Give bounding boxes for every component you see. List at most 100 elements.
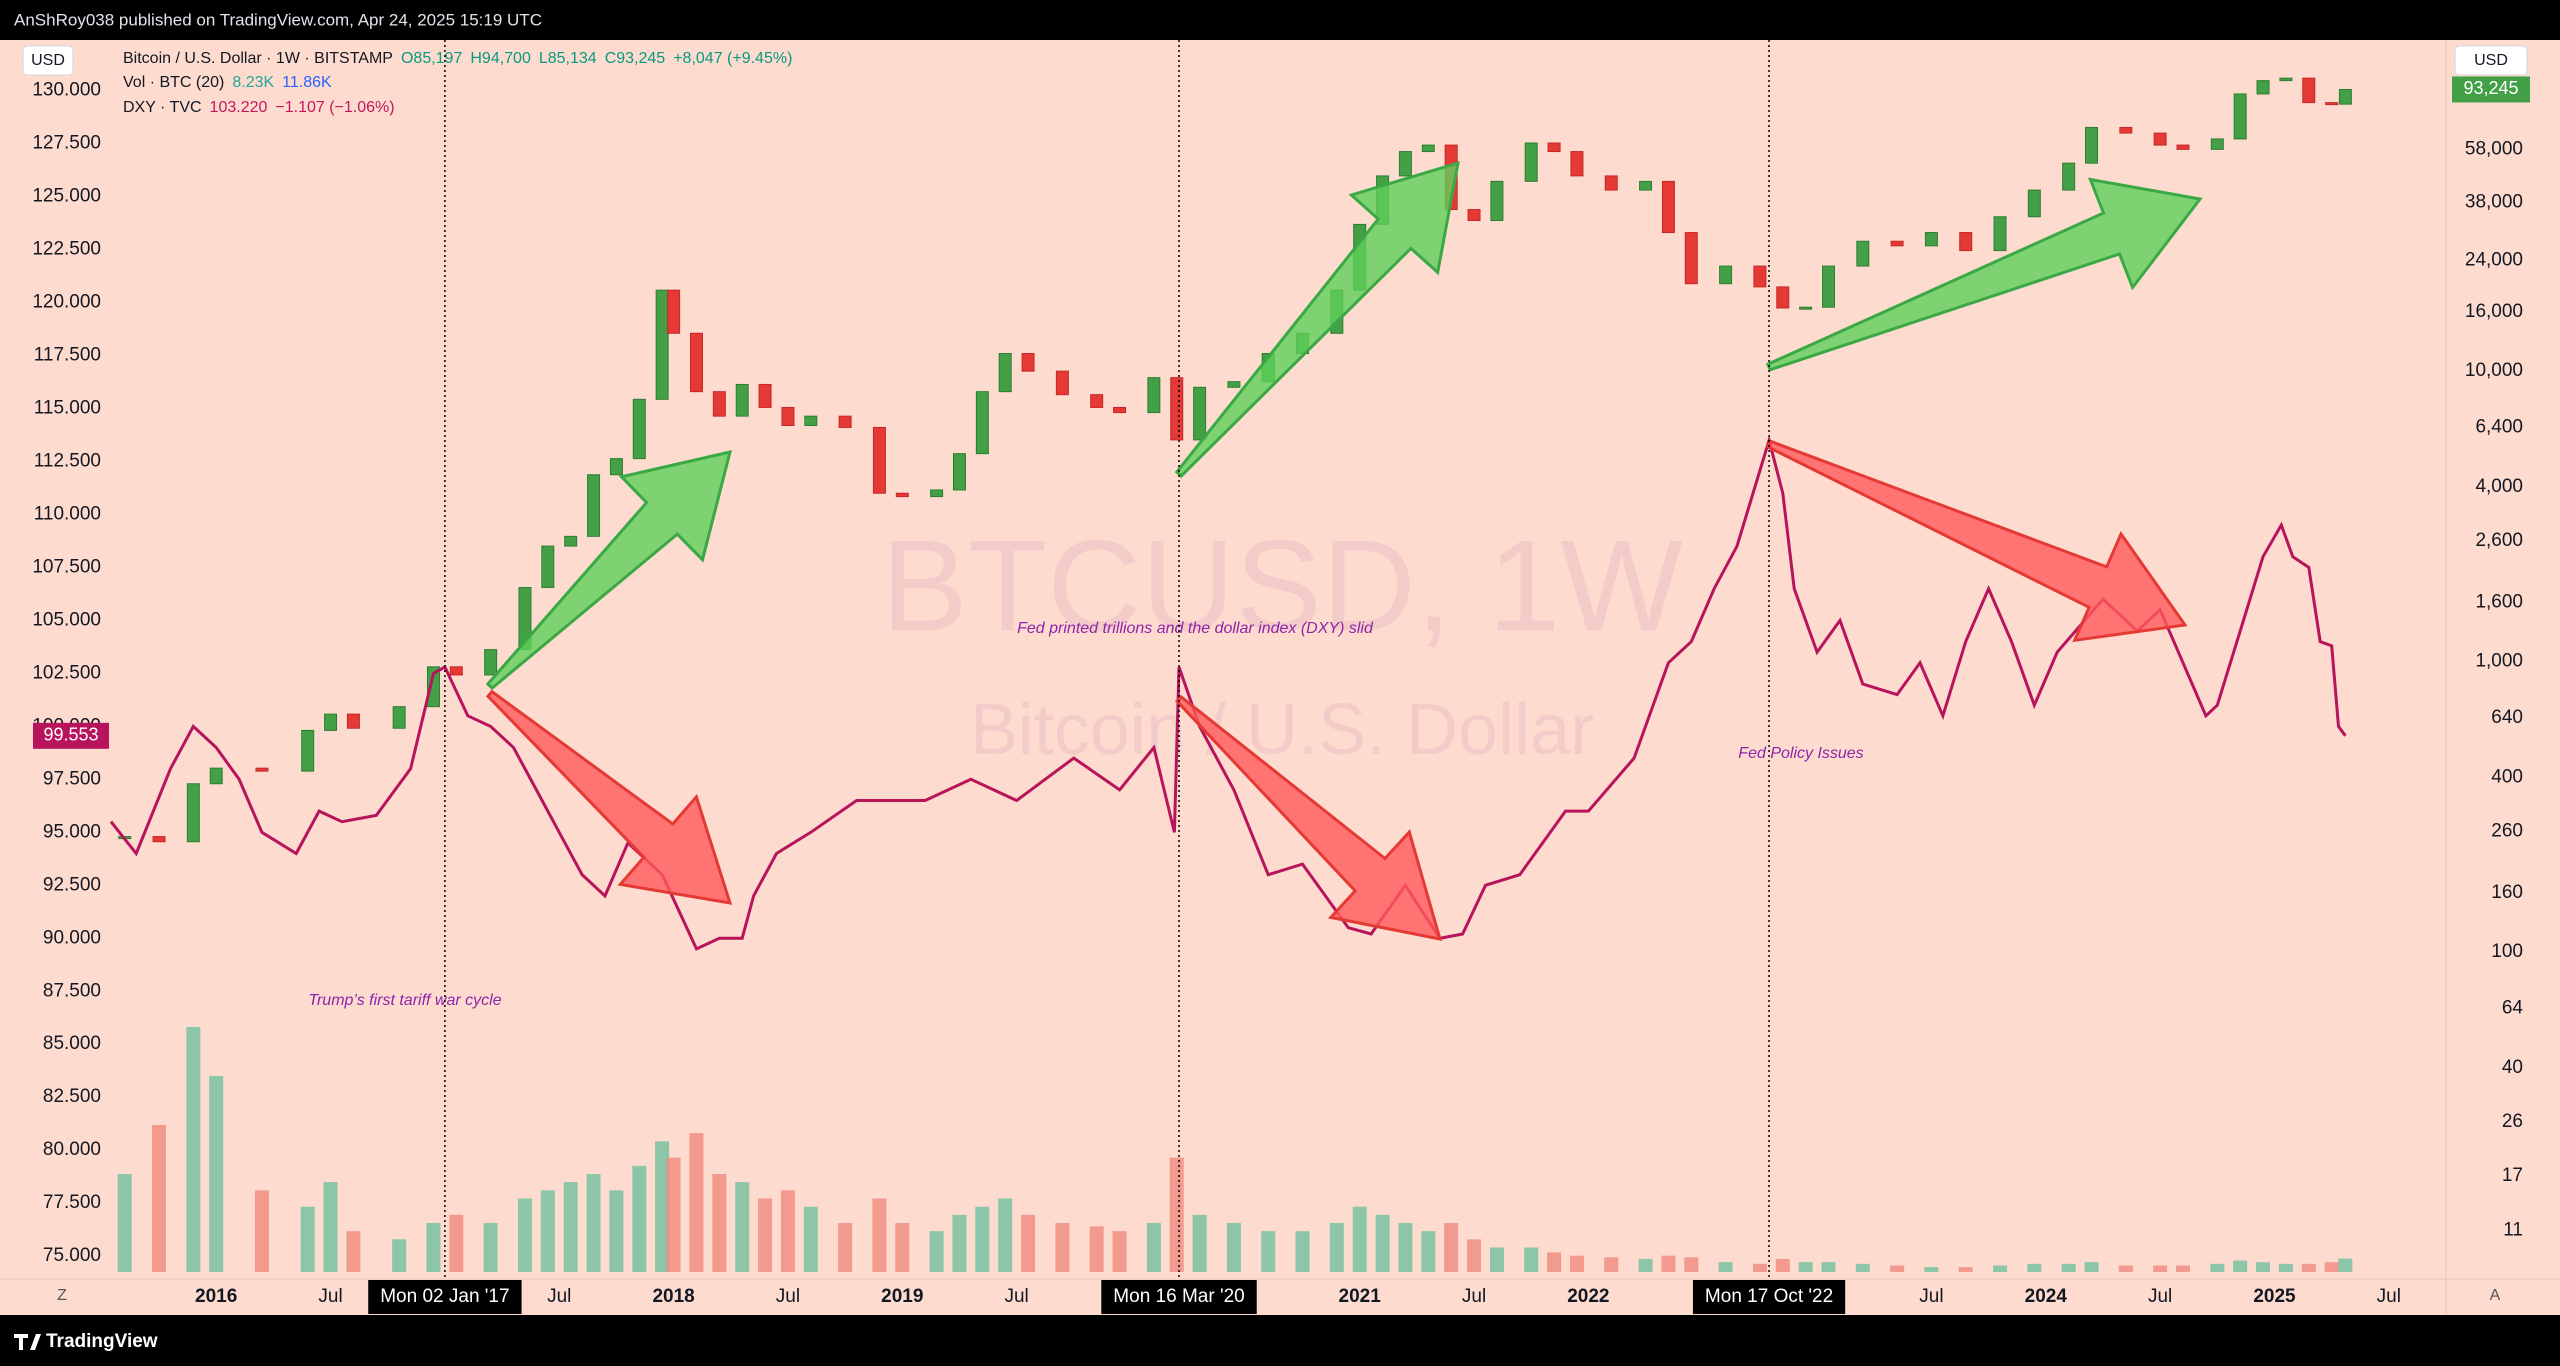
y2-tick-label: 40 — [2502, 1057, 2523, 1078]
volume-bar — [1524, 1247, 1539, 1272]
volume-bar — [1055, 1223, 1070, 1272]
candle — [1055, 370, 1069, 396]
volume-bar — [1798, 1262, 1813, 1272]
candle — [1193, 386, 1207, 441]
candle — [895, 492, 909, 498]
volume-bar — [1021, 1214, 1036, 1272]
legend-name: Bitcoin / U.S. Dollar · 1W · BITSTAMP — [123, 50, 393, 67]
legend-name: DXY · TVC — [123, 99, 202, 116]
y2-tick-label: 400 — [2491, 766, 2523, 787]
volume-bar — [483, 1223, 498, 1272]
marker-label-box — [1101, 1280, 1257, 1314]
candle — [1490, 180, 1504, 222]
candle — [1398, 151, 1412, 177]
candle — [1147, 377, 1161, 414]
volume-bar — [780, 1190, 795, 1272]
candle — [346, 713, 360, 729]
y-tick-label: 92.500 — [43, 874, 101, 895]
arrow — [485, 449, 733, 691]
candle — [449, 666, 463, 676]
candle — [1467, 209, 1481, 222]
candle — [1661, 180, 1675, 234]
volume-bar — [712, 1174, 727, 1272]
y-tick-label: 97.500 — [43, 768, 101, 789]
y-tick-label: 120.000 — [32, 292, 101, 313]
candle — [655, 289, 669, 400]
legend-stat: 8.23K — [232, 74, 274, 91]
button-label[interactable]: A — [2490, 1287, 2501, 1304]
y-tick-label: 122.500 — [32, 239, 101, 260]
volume-bar — [563, 1182, 578, 1272]
y-tick-label: 102.500 — [32, 662, 101, 683]
candle — [1799, 306, 1813, 310]
volume-bar — [1775, 1258, 1790, 1272]
volume-bar — [117, 1174, 132, 1272]
candle — [667, 289, 681, 334]
candle — [930, 489, 944, 498]
volume-bar — [2061, 1263, 2076, 1272]
volume-bar — [735, 1182, 750, 1272]
candle — [689, 332, 703, 393]
candle — [484, 649, 498, 676]
candle — [632, 398, 646, 460]
volume-bar — [895, 1223, 910, 1272]
y2-tick-label: 24,000 — [2465, 250, 2523, 271]
volume-bar — [392, 1239, 407, 1272]
candle — [2027, 189, 2041, 218]
y-tick-label: 82.500 — [43, 1086, 101, 1107]
x-tick-label: 2022 — [1567, 1286, 1609, 1307]
volume-bar — [1661, 1255, 1676, 1272]
y-tick-label: 110.000 — [34, 503, 101, 524]
volume-bar — [1604, 1257, 1619, 1272]
volume-bar — [2233, 1260, 2248, 1272]
y-tick-label: 125.000 — [32, 186, 101, 207]
button[interactable] — [46, 1281, 78, 1311]
volume-bar — [1352, 1206, 1367, 1272]
legend-stat: L85,134 — [539, 50, 597, 67]
volume-bar — [1752, 1263, 1767, 1272]
candle — [1113, 406, 1127, 414]
y2-tick-label: 17 — [2502, 1165, 2523, 1186]
volume-bar — [632, 1165, 647, 1272]
arrows — [485, 160, 2203, 941]
y-tick-label: 90.000 — [43, 927, 101, 948]
x-tick-label: 2025 — [2253, 1286, 2296, 1307]
button[interactable] — [2479, 1281, 2511, 1311]
legend-btc: Bitcoin / U.S. Dollar · 1W · BITSTAMP O85… — [123, 50, 792, 67]
candle — [1570, 151, 1584, 177]
volume-bar — [1375, 1214, 1390, 1272]
candle — [1421, 144, 1435, 153]
volume-bar — [1924, 1267, 1939, 1272]
volume-bar — [1821, 1262, 1836, 1272]
volume-bar — [1993, 1265, 2008, 1272]
y-tick-label: 107.500 — [32, 556, 101, 577]
marker-label: Mon 02 Jan '17 — [380, 1286, 509, 1307]
button-label[interactable]: Z — [57, 1287, 67, 1304]
volume-bar — [1684, 1257, 1699, 1272]
legend-stat: O85,197 — [401, 50, 462, 67]
marker-label-box — [1692, 1280, 1846, 1314]
currency-label[interactable]: USD — [2474, 52, 2508, 69]
currency-box[interactable] — [22, 45, 74, 76]
candle — [1890, 240, 1904, 247]
legend-stat: +8,047 (+9.45%) — [673, 50, 792, 67]
candle — [952, 453, 966, 491]
annotation: Trump’s first tariff war cycle — [308, 992, 501, 1009]
volume-bar — [1547, 1252, 1562, 1272]
currency-label[interactable]: USD — [31, 52, 65, 69]
legend-dxy: DXY · TVC 103.220 −1.107 (−1.06%) — [123, 99, 395, 116]
candle — [324, 713, 338, 731]
y-tick-label: 117.500 — [34, 345, 101, 366]
y2-tick-label: 64 — [2502, 998, 2524, 1019]
marker-label: Mon 16 Mar '20 — [1113, 1286, 1244, 1307]
candle — [2233, 93, 2247, 140]
volume-bar — [1329, 1223, 1344, 1272]
volume-bar — [689, 1133, 704, 1272]
volume-bar — [540, 1190, 555, 1272]
volume-bar — [1638, 1258, 1653, 1272]
candle — [735, 383, 749, 417]
volume-bar — [872, 1198, 887, 1272]
currency-box[interactable] — [2454, 45, 2528, 76]
y2-tick-label: 6,400 — [2475, 416, 2523, 437]
volume-bar — [1261, 1231, 1276, 1272]
